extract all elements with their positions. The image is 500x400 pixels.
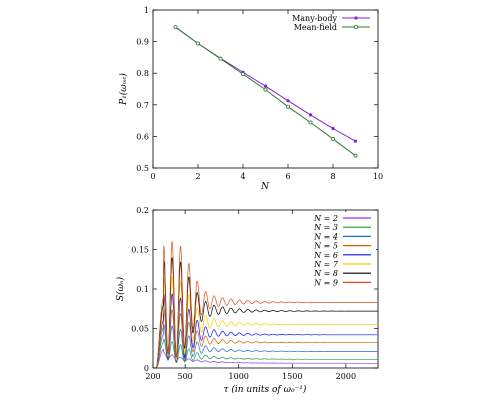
bottom-x-tick-label: 1000 (229, 372, 249, 381)
bottom-y-tick-label: 0 (144, 364, 149, 373)
bottom-series-line-4 (156, 323, 378, 369)
top-point-many-body (308, 113, 313, 117)
bottom-y-tick-label: 0.05 (131, 325, 149, 334)
top-point-mean-field (240, 72, 245, 77)
top-legend-label: Mean-field (294, 23, 337, 32)
bottom-y-axis-label: S(ωₙ) (115, 276, 126, 301)
top-x-tick-label: 4 (240, 172, 245, 181)
top-y-tick-label: 0.5 (136, 164, 149, 173)
top-x-tick-label: 0 (150, 172, 155, 181)
top-y-tick-label: 0.6 (136, 132, 149, 141)
top-x-tick-label: 2 (195, 172, 200, 181)
top-point-mean-field (308, 120, 313, 125)
bottom-y-tick-label: 0.15 (131, 246, 149, 255)
bottom-series-line-3 (156, 338, 378, 369)
bottom-series-line-2 (156, 348, 378, 369)
bottom-chart: 200 500 1000 1500 2000 0 0.05 0.1 0.15 0.2 τ (in … (115, 206, 379, 395)
bottom-x-tick-label: 200 (145, 372, 160, 381)
top-x-axis-label: N (260, 182, 270, 192)
bottom-y-tick-label: 0.1 (136, 285, 149, 294)
bottom-legend-label: N = 8 (313, 269, 338, 278)
top-point-many-body (263, 84, 268, 88)
top-y-tick-label: 0.7 (136, 101, 149, 110)
bottom-series-line-9 (155, 240, 378, 369)
top-x-tick-label: 6 (285, 172, 290, 181)
bottom-x-axis-label: τ (in units of ω₀⁻¹) (224, 384, 307, 395)
top-point-many-body (331, 126, 335, 131)
top-point-mean-field (353, 153, 358, 158)
top-point-mean-field (263, 87, 268, 92)
bottom-legend-label: N = 9 (313, 278, 338, 287)
top-point-mean-field (285, 104, 290, 109)
bottom-y-tick-label: 0.2 (136, 206, 149, 215)
bottom-series-line-7 (155, 276, 378, 369)
top-legend-label: Many-body (292, 14, 337, 23)
top-plot-frame (152, 9, 379, 169)
top-legend-marker (353, 24, 358, 29)
top-legend-marker (354, 16, 358, 20)
top-point-mean-field (330, 136, 335, 141)
bottom-legend-label: N = 5 (313, 242, 338, 251)
bottom-x-tick-label: 1500 (282, 372, 302, 381)
bottom-legend-label: N = 2 (313, 214, 338, 223)
top-series-line-0 (175, 26, 356, 142)
bottom-series-line-5 (155, 307, 378, 369)
bottom-legend-label: N = 3 (313, 223, 338, 232)
bottom-x-tick-label: 2000 (336, 372, 356, 381)
bottom-legend-label: N = 7 (313, 260, 339, 269)
bottom-series-line-8 (155, 257, 378, 369)
top-x-tick-label: 8 (330, 172, 335, 181)
bottom-x-tick-label: 500 (178, 372, 193, 381)
top-point-many-body (353, 139, 358, 143)
top-y-tick-label: 0.8 (136, 69, 149, 78)
top-chart: 0 2 4 6 8 10 0.5 0.6 0.7 0.8 0.9 1 N P₁(ωₘₜ) Many-b… (118, 6, 383, 192)
top-x-tick-label: 10 (373, 172, 383, 181)
top-point-mean-field (218, 56, 223, 61)
top-point-mean-field (195, 41, 200, 46)
top-point-many-body (286, 99, 290, 103)
top-y-tick-label: 0.9 (136, 38, 149, 47)
bottom-legend-background (296, 212, 376, 288)
bottom-series-line-6 (155, 293, 378, 369)
top-y-axis-label: P₁(ωₘₜ) (118, 73, 129, 106)
top-y-tick-label: 1 (144, 6, 149, 15)
bottom-legend-label: N = 6 (313, 251, 338, 260)
top-point-mean-field (173, 25, 178, 30)
bottom-legend-label: N = 4 (313, 232, 338, 241)
